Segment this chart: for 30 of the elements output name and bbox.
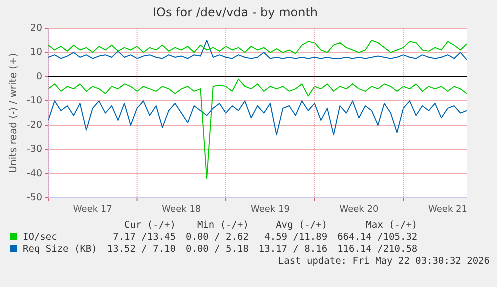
text: 0.00 / 5.18 xyxy=(185,244,249,256)
y-tick-label: -10 xyxy=(26,96,43,107)
y-tick-label: -40 xyxy=(26,168,43,180)
chart-title: IOs for /dev/vda - by month xyxy=(152,5,318,20)
text: 664.14 /105.32 xyxy=(336,232,418,244)
y-axis-title: Units read (-) / write (+) xyxy=(8,53,20,174)
text: Min (-/+) xyxy=(196,220,249,232)
x-tick-label: Week 17 xyxy=(73,204,112,215)
legend-label: Req Size (KB) xyxy=(22,244,98,256)
text: 4.59 /11.89 xyxy=(264,232,328,244)
text: Cur (-/+) xyxy=(124,220,176,232)
text: 7.17 /13.45 xyxy=(112,232,176,244)
x-tick-label: Week 21 xyxy=(428,204,468,215)
text: 13.52 / 7.10 xyxy=(106,244,176,256)
text: 0.00 / 2.62 xyxy=(185,232,249,244)
y-tick-label: -20 xyxy=(26,120,43,131)
legend-label: IO/sec xyxy=(22,232,58,244)
y-tick-label: 10 xyxy=(30,47,43,58)
y-tick-label: 0 xyxy=(36,71,43,82)
y-tick-label: -30 xyxy=(26,144,43,156)
text: 13.17 / 8.16 xyxy=(258,244,328,256)
x-tick-label: Week 18 xyxy=(162,204,202,215)
text: Avg (-/+) xyxy=(275,220,328,232)
text: Last update: Fri May 22 03:30:32 2026 xyxy=(277,256,490,268)
text: Max (-/+) xyxy=(365,220,418,232)
text: 116.14 /210.58 xyxy=(336,244,418,256)
y-tick-label: 20 xyxy=(30,22,43,34)
x-tick-label: Week 20 xyxy=(340,204,379,215)
y-tick-label: -50 xyxy=(26,192,43,204)
x-tick-label: Week 19 xyxy=(250,204,290,215)
